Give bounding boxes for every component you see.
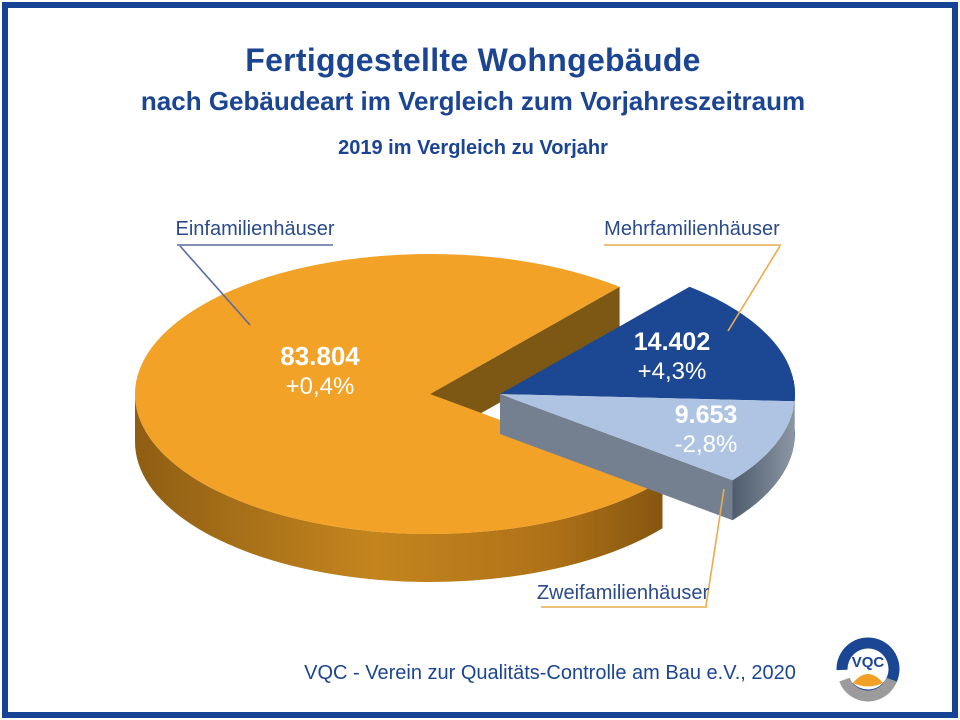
mehrfamilienhaeuser-delta: +4,3% [637, 358, 707, 386]
zweifamilienhaeuser-value: 9.653 [674, 401, 738, 429]
einfamilienhaeuser-delta: +0,4% [285, 372, 355, 400]
einfamilienhaeuser-value: 83.804 [280, 341, 360, 371]
mehrfamilienhaeuser-value: 14.402 [633, 328, 711, 356]
vqc-logo: VQC [836, 637, 900, 702]
slice-zweifamilienhaeuser-side-wall [500, 394, 733, 521]
einfamilienhaeuser-leader-line [179, 245, 251, 326]
zweifamilienhaeuser-label: Zweifamilienhäuser [536, 582, 710, 604]
slice-einfamilienhaeuser-rim [134, 394, 663, 583]
slice-zweifamilienhaeuser-top-face [500, 394, 795, 481]
mehrfamilienhaeuser-value-group: 14.402 +4,3% [580, 327, 764, 387]
credit-line: VQC - Verein zur Qualitäts-Controlle am … [304, 662, 796, 684]
slice-mehrfamilienhaeuser-top-face [500, 286, 795, 402]
slice-einfamilienhaeuser-cut-wall [430, 286, 620, 442]
page-title: Fertiggestellte Wohngebäude [245, 42, 701, 78]
mehrfamilienhaeuser-leader-line [727, 245, 781, 332]
vqc-logo-orange-mound [853, 674, 883, 687]
zweifamilienhaeuser-delta: -2,8% [674, 431, 738, 459]
vqc-logo-text: VQC [852, 654, 885, 671]
page-subtitle: nach Gebäudeart im Vergleich zum Vorjahr… [140, 86, 806, 116]
zweifamilienhaeuser-value-group: 9.653 -2,8% [614, 400, 798, 460]
zweifamilienhaeuser-leader-line [705, 488, 725, 607]
vqc-logo-gray-arc [839, 677, 897, 702]
mehrfamilienhaeuser-label: Mehrfamilienhäuser [604, 218, 780, 240]
period-label: 2019 im Vergleich zu Vorjahr [338, 137, 608, 159]
einfamilienhaeuser-label: Einfamilienhäuser [175, 218, 335, 240]
slice-zweifamilienhaeuser-rim [732, 401, 795, 521]
slice-einfamilienhaeuser-top-face [134, 254, 663, 535]
einfamilienhaeuser-value-group: 83.804 +0,4% [228, 340, 412, 401]
